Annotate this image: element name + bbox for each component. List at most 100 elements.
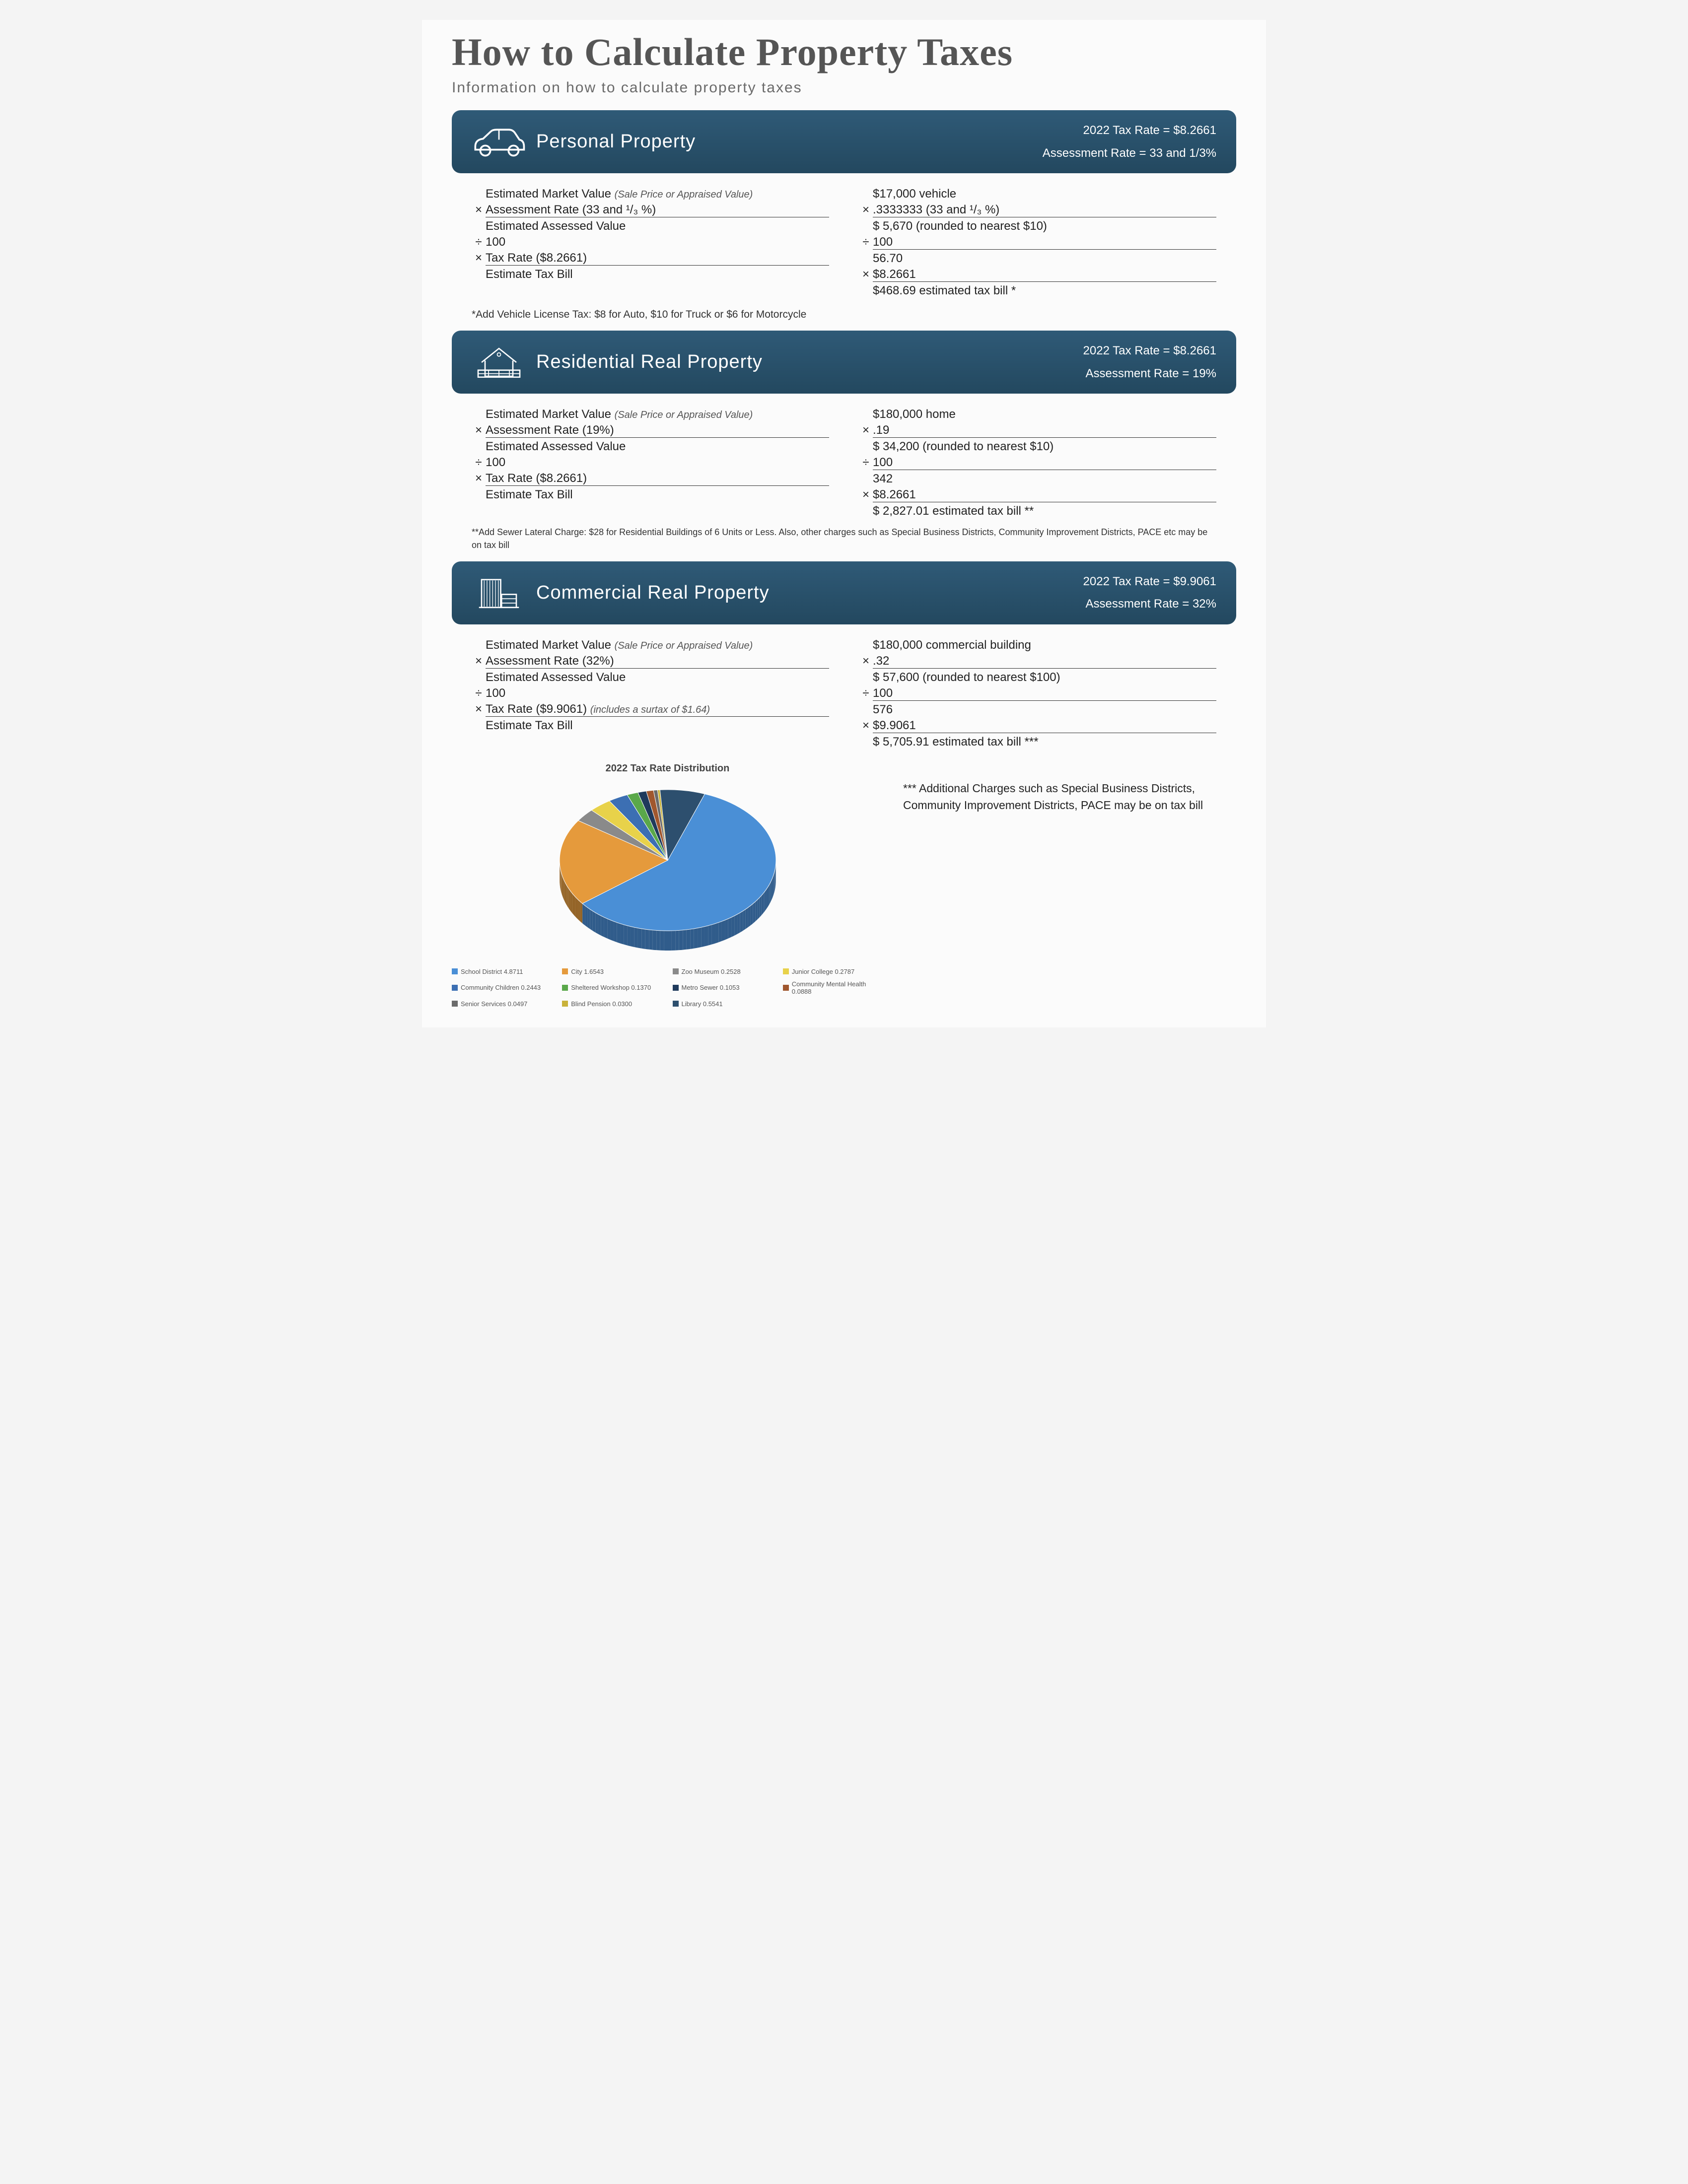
- section-icon: [467, 575, 531, 610]
- operator: ÷: [859, 456, 873, 470]
- calc-line: ÷ 100: [472, 686, 829, 700]
- calc-text: $180,000 home: [873, 408, 1216, 421]
- sections: Personal Property 2022 Tax Rate = $8.266…: [452, 110, 1236, 751]
- operator: ×: [472, 423, 486, 437]
- calc-text: Assessment Rate (33 and ¹/₃ %): [486, 203, 829, 217]
- calc-block: Estimated Market Value (Sale Price or Ap…: [472, 636, 1216, 751]
- operator: ×: [472, 203, 486, 217]
- assessment-rate-label: Assessment Rate = 19%: [1083, 362, 1216, 385]
- calc-text: 100: [486, 456, 829, 470]
- calc-line: $468.69 estimated tax bill *: [859, 284, 1216, 298]
- calc-block: Estimated Market Value (Sale Price or Ap…: [472, 185, 1216, 300]
- calc-text: $8.2661: [873, 268, 1216, 282]
- operator: ×: [859, 423, 873, 437]
- section-rates: 2022 Tax Rate = $8.2661 Assessment Rate …: [1083, 340, 1216, 385]
- legend-item: Sheltered Workshop 0.1370: [562, 980, 662, 995]
- example-column: $180,000 commercial building × .32 $ 57,…: [859, 636, 1216, 751]
- example-column: $180,000 home × .19 $ 34,200 (rounded to…: [859, 406, 1216, 520]
- legend-item: Junior College 0.2787: [783, 968, 883, 975]
- operator: ×: [859, 488, 873, 502]
- calc-text: $ 5,670 (rounded to nearest $10): [873, 219, 1216, 233]
- footnote: **Add Sewer Lateral Charge: $28 for Resi…: [472, 526, 1216, 551]
- section-title: Commercial Real Property: [531, 582, 1083, 604]
- formula-column: Estimated Market Value (Sale Price or Ap…: [472, 185, 829, 300]
- section-personal: Personal Property 2022 Tax Rate = $8.266…: [452, 110, 1236, 321]
- calc-text: Assessment Rate (19%): [486, 423, 829, 438]
- section-header: Personal Property 2022 Tax Rate = $8.266…: [452, 110, 1236, 173]
- page: How to Calculate Property Taxes Informat…: [422, 20, 1266, 1027]
- legend-swatch: [452, 1001, 458, 1007]
- pie-title: 2022 Tax Rate Distribution: [452, 763, 883, 774]
- operator: ÷: [472, 235, 486, 249]
- legend-item: Community Mental Health 0.0888: [783, 980, 883, 995]
- legend-label: Community Children 0.2443: [461, 984, 541, 991]
- legend-swatch: [673, 985, 679, 991]
- formula-column: Estimated Market Value (Sale Price or Ap…: [472, 406, 829, 520]
- operator: ÷: [472, 456, 486, 470]
- calc-text: Tax Rate ($8.2661): [486, 472, 829, 486]
- calc-text: Estimate Tax Bill: [486, 719, 829, 733]
- legend-item: School District 4.8711: [452, 968, 552, 975]
- pie-chart-wrap: 2022 Tax Rate Distribution School Distri…: [452, 760, 883, 1008]
- calc-text: .32: [873, 654, 1216, 669]
- calc-line: $17,000 vehicle: [859, 187, 1216, 201]
- legend-label: Metro Sewer 0.1053: [682, 984, 740, 991]
- legend-item: Zoo Museum 0.2528: [673, 968, 773, 975]
- assessment-rate-label: Assessment Rate = 33 and 1/3%: [1043, 142, 1216, 165]
- operator: ×: [472, 702, 486, 716]
- operator: ×: [859, 203, 873, 217]
- building-icon: [472, 575, 526, 610]
- calc-text: 56.70: [873, 252, 1216, 266]
- legend-swatch: [452, 985, 458, 991]
- calc-block: Estimated Market Value (Sale Price or Ap…: [472, 406, 1216, 520]
- assessment-rate-label: Assessment Rate = 32%: [1083, 593, 1216, 615]
- legend-label: City 1.6543: [571, 968, 604, 975]
- calc-text: Estimated Market Value (Sale Price or Ap…: [486, 187, 829, 201]
- calc-text: Estimated Assessed Value: [486, 671, 829, 684]
- legend-item: Community Children 0.2443: [452, 980, 552, 995]
- calc-text: $ 57,600 (rounded to nearest $100): [873, 671, 1216, 684]
- operator: ×: [859, 268, 873, 281]
- calc-line: Estimated Assessed Value: [472, 219, 829, 233]
- section-header: Commercial Real Property 2022 Tax Rate =…: [452, 561, 1236, 624]
- calc-line: 56.70: [859, 252, 1216, 266]
- calc-line: × .19: [859, 423, 1216, 438]
- calc-line: ÷ 100: [472, 456, 829, 470]
- calc-line: Estimated Assessed Value: [472, 440, 829, 454]
- calc-line: × $9.9061: [859, 719, 1216, 733]
- operator: ×: [472, 251, 486, 265]
- legend-item: Blind Pension 0.0300: [562, 1000, 662, 1008]
- calc-line: × .32: [859, 654, 1216, 669]
- operator: ×: [472, 654, 486, 668]
- calc-line: $180,000 commercial building: [859, 638, 1216, 652]
- legend-label: Blind Pension 0.0300: [571, 1000, 632, 1008]
- section-title: Residential Real Property: [531, 351, 1083, 373]
- calc-text: Estimated Assessed Value: [486, 440, 829, 454]
- section-title: Personal Property: [531, 131, 1043, 152]
- calc-line: Estimated Assessed Value: [472, 671, 829, 684]
- calc-line: × Assessment Rate (32%): [472, 654, 829, 669]
- legend-label: Junior College 0.2787: [792, 968, 854, 975]
- calc-line: $180,000 home: [859, 408, 1216, 421]
- calc-line: × $8.2661: [859, 488, 1216, 502]
- calc-text: $468.69 estimated tax bill *: [873, 284, 1216, 298]
- legend-swatch: [562, 985, 568, 991]
- house-icon: [472, 345, 526, 380]
- calc-line: 342: [859, 472, 1216, 486]
- calc-line: × .3333333 (33 and ¹/₃ %): [859, 203, 1216, 217]
- calc-text: 100: [873, 456, 1216, 470]
- calc-text: $17,000 vehicle: [873, 187, 1216, 201]
- legend-swatch: [562, 968, 568, 974]
- calc-line: 576: [859, 703, 1216, 717]
- calc-text: Estimated Market Value (Sale Price or Ap…: [486, 408, 829, 421]
- tax-rate-label: 2022 Tax Rate = $8.2661: [1043, 119, 1216, 142]
- section-residential: Residential Real Property 2022 Tax Rate …: [452, 331, 1236, 551]
- legend-item: Metro Sewer 0.1053: [673, 980, 773, 995]
- calc-line: $ 5,670 (rounded to nearest $10): [859, 219, 1216, 233]
- legend-swatch: [783, 968, 789, 974]
- calc-text: .19: [873, 423, 1216, 438]
- bottom-row: 2022 Tax Rate Distribution School Distri…: [452, 760, 1236, 1008]
- calc-text: $ 2,827.01 estimated tax bill **: [873, 504, 1216, 518]
- legend-label: Sheltered Workshop 0.1370: [571, 984, 651, 991]
- calc-line: $ 34,200 (rounded to nearest $10): [859, 440, 1216, 454]
